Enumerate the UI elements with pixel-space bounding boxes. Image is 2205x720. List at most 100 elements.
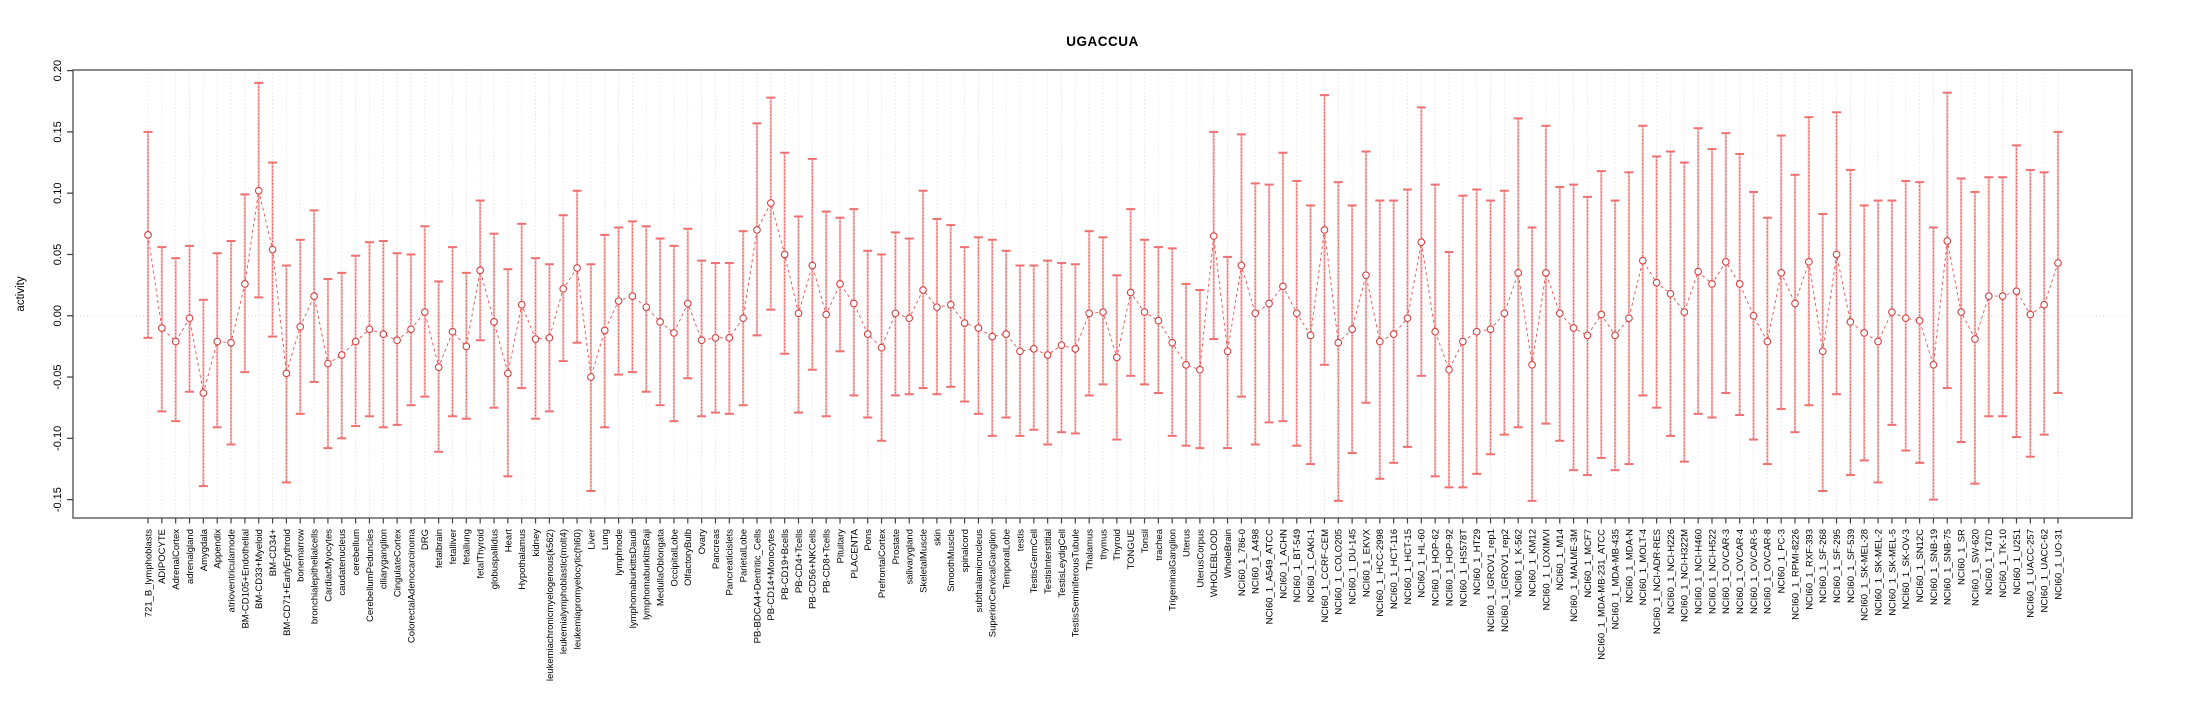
- data-point: [504, 369, 512, 378]
- data-point: [1860, 329, 1869, 337]
- x-tick-label: NCI60_1_PC-3: [1777, 529, 1788, 593]
- x-tick-label: SuperiorCervicalGanglion: [988, 529, 999, 637]
- data-point: [379, 330, 388, 338]
- data-point: [1943, 237, 1952, 245]
- x-tick-label: NCI60_1_OVCAR-8: [1763, 529, 1774, 614]
- x-tick-label: salivarygland: [905, 529, 916, 584]
- x-tick-label: NCI60_1_SF-539: [1846, 529, 1857, 603]
- data-point: [144, 231, 152, 239]
- data-point: [1016, 347, 1024, 356]
- data-point: [2012, 287, 2021, 296]
- data-point: [1749, 311, 1758, 320]
- data-point: [254, 186, 263, 195]
- data-point: [1528, 360, 1536, 369]
- x-tick-label: NCI60_1_SK-MEL-28: [1860, 529, 1871, 621]
- x-tick-label: NCI60_1_HCT-116: [1389, 529, 1400, 609]
- data-point: [1708, 280, 1716, 288]
- data-point: [1292, 309, 1301, 318]
- data-point: [891, 309, 900, 318]
- data-point: [282, 369, 291, 378]
- data-point: [1085, 309, 1094, 318]
- x-tick-label: PB-CD56+NKCells: [808, 529, 819, 609]
- data-point: [420, 308, 429, 316]
- x-tick-label: NCI60_1_NCI-H226: [1666, 529, 1677, 614]
- data-point: [1223, 347, 1232, 356]
- x-tick-label: skin: [932, 529, 943, 546]
- data-point: [850, 299, 858, 308]
- data-point: [393, 336, 401, 345]
- data-point: [766, 199, 775, 207]
- data-point: [1569, 324, 1578, 332]
- data-point: [1403, 314, 1412, 323]
- data-point: [1929, 360, 1938, 369]
- data-point: [1043, 351, 1052, 359]
- x-tick-label: NCI60_1_786-0: [1237, 529, 1248, 596]
- x-tick-label: Pancreaticislets: [725, 529, 736, 596]
- data-point: [1057, 341, 1066, 350]
- data-point: [407, 325, 415, 334]
- data-point: [1375, 337, 1384, 346]
- data-point: [2040, 300, 2049, 309]
- x-tick-label: Lung: [600, 529, 611, 550]
- data-point: [1625, 314, 1633, 323]
- data-point: [1154, 316, 1163, 325]
- data-point: [1832, 250, 1841, 259]
- data-point: [1666, 289, 1675, 298]
- x-tick-label: bonemarrow: [296, 529, 307, 582]
- x-tick-label: NCI60_1_KM12: [1527, 529, 1538, 597]
- x-tick-label: spinalcord: [960, 529, 971, 572]
- x-tick-label: NCI60_1_MALME-3M: [1569, 529, 1580, 622]
- x-tick-label: NCI60_1_HOP-62: [1431, 529, 1442, 606]
- x-tick-label: NCI60_1_UO-31: [2053, 529, 2064, 600]
- x-tick-label: OccipitalLobe: [669, 529, 680, 587]
- data-point: [1805, 257, 1813, 266]
- x-tick-label: OlfactoryBulb: [683, 529, 694, 586]
- x-tick-label: fetalliver: [448, 529, 459, 564]
- x-tick-label: NCI60_1_BT-549: [1292, 529, 1303, 602]
- x-tick-label: NCI60_1_T47D: [1984, 529, 1995, 595]
- x-tick-label: 721_B_lymphoblasts: [143, 529, 154, 617]
- x-tick-label: TemporalLobe: [1002, 529, 1013, 589]
- x-tick-label: testis: [1015, 529, 1026, 551]
- data-point: [1888, 308, 1896, 316]
- data-point: [1818, 347, 1827, 356]
- x-tick-label: CardiacMyocytes: [323, 529, 334, 602]
- x-tick-label: NCI60_1_NCI-ADR-RES: [1652, 529, 1663, 634]
- x-tick-label: leukemiachronicmyelogenous(k562): [545, 529, 556, 681]
- x-tick-label: TestisSeminiferousTubule: [1071, 529, 1082, 637]
- x-tick-label: AdrenalCortex: [171, 529, 182, 590]
- x-tick-label: PB-BDCA4+Dentritic_Cells: [752, 529, 763, 644]
- x-tick-label: fetalThyroid: [476, 529, 487, 579]
- data-point: [1071, 345, 1080, 353]
- x-tick-label: NCI60_1_HCC-2998: [1375, 529, 1386, 617]
- data-point: [1957, 308, 1965, 316]
- x-tick-label: subthalamicnucleus: [974, 529, 985, 613]
- x-tick-label: TestisGermCell: [1029, 529, 1040, 593]
- x-tick-label: NCI60_1_NCI-H322M: [1680, 529, 1691, 622]
- x-tick-label: NCI60_1_EKVX: [1361, 528, 1372, 597]
- data-point: [1901, 314, 1910, 323]
- data-point: [157, 324, 166, 332]
- data-point: [1140, 308, 1149, 316]
- x-tick-label: PB-CD14+Monocytes: [766, 529, 777, 621]
- data-point: [337, 351, 346, 359]
- data-point: [1874, 337, 1882, 346]
- data-point: [1237, 261, 1246, 270]
- x-tick-label: NCI60_1_RXF-393: [1804, 529, 1815, 610]
- data-point: [1583, 331, 1592, 340]
- x-tick-label: Pons: [863, 529, 874, 551]
- x-tick-label: TONGUE: [1126, 529, 1137, 569]
- data-point: [2026, 310, 2035, 319]
- data-point: [1431, 327, 1440, 336]
- data-point: [310, 292, 318, 300]
- y-tick-label: 0.00: [52, 305, 64, 326]
- data-point: [1763, 337, 1772, 346]
- data-point: [1500, 309, 1509, 318]
- x-tick-label: BM-CD34+: [268, 529, 279, 577]
- data-point: [600, 326, 609, 335]
- data-point: [559, 284, 568, 293]
- y-tick-label: 0.05: [52, 244, 64, 265]
- x-tick-label: NCI60_1_CCRF-CEM: [1320, 529, 1331, 623]
- data-point: [490, 318, 498, 326]
- x-tick-label: Appendix: [213, 529, 224, 569]
